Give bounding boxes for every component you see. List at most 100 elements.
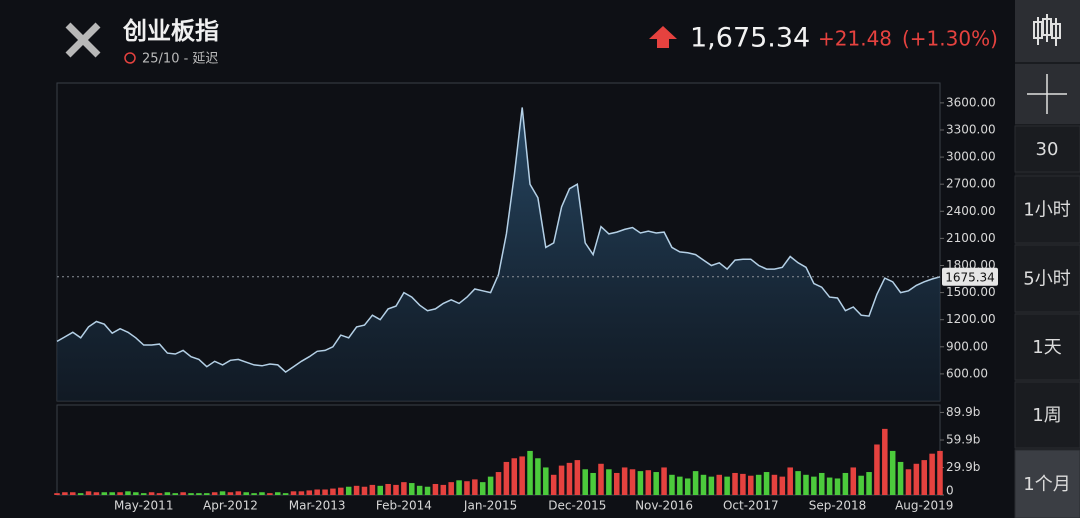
x-tick-label: Aug-2019 <box>895 499 953 513</box>
volume-bar <box>921 460 927 495</box>
volume-bar <box>787 467 793 495</box>
volume-bar <box>606 469 612 495</box>
volume-bar <box>282 493 289 495</box>
volume-bar <box>543 467 549 495</box>
title: 创业板指 <box>122 17 219 45</box>
last-price-label: 1675.34 <box>945 270 995 284</box>
volume-bar <box>582 469 588 495</box>
volume-bar <box>629 469 636 495</box>
volume-bar <box>598 463 604 495</box>
volume-bar <box>779 476 786 495</box>
volume-bar <box>755 474 762 495</box>
volume-bar <box>243 492 249 495</box>
candle-icon <box>1033 14 1061 46</box>
volume-bar <box>424 486 431 495</box>
volume-bar <box>219 491 226 495</box>
volume-bar <box>274 492 281 495</box>
volume-bar <box>385 483 391 495</box>
close-icon <box>65 22 101 58</box>
volume-bar <box>937 450 943 495</box>
volume-bar <box>842 472 849 495</box>
interval-button[interactable] <box>1014 244 1080 313</box>
volume-bar <box>290 491 297 495</box>
price-area <box>57 107 940 402</box>
interval-button[interactable] <box>1014 313 1080 381</box>
volume-bar <box>361 486 368 495</box>
last-price-tag <box>942 267 998 286</box>
volume-bar <box>692 471 699 495</box>
volume-bar <box>645 470 652 495</box>
volume-bar <box>393 484 399 495</box>
volume-bar <box>401 482 407 495</box>
volume-bar <box>677 476 683 495</box>
y2-tick-label: 29.9b <box>946 460 980 474</box>
y-tick-label: 1200.00 <box>946 312 996 326</box>
interval-label: 1周 <box>1032 405 1061 426</box>
y-tick-label: 3600.00 <box>946 95 996 109</box>
volume-bar <box>669 474 675 495</box>
volume-bar <box>172 493 179 495</box>
close-button[interactable] <box>65 22 101 58</box>
volume-bar <box>267 493 273 495</box>
up-arrow <box>649 26 677 48</box>
volume-bar <box>70 492 76 495</box>
volume-bar <box>637 471 644 495</box>
volume-bar <box>724 476 730 495</box>
interval-button[interactable] <box>1014 381 1080 449</box>
volume-bar <box>235 491 242 495</box>
y-tick-label: 900.00 <box>946 339 988 353</box>
price-line <box>56 107 941 374</box>
interval-button[interactable] <box>1014 449 1080 518</box>
volume-bar <box>156 493 163 495</box>
volume-bar <box>85 491 92 495</box>
volume-bar <box>684 478 691 495</box>
volume-bar <box>62 492 68 495</box>
y-tick-label: 3000.00 <box>946 150 996 164</box>
volume-bar <box>834 478 841 495</box>
volume-bar <box>440 484 447 495</box>
volume-bar <box>558 465 565 495</box>
x-tick-label: Jan-2015 <box>463 499 517 513</box>
volume-bar <box>858 475 864 495</box>
volume-bar <box>590 472 596 495</box>
volume-bar <box>535 458 541 495</box>
volume-bar <box>748 475 754 495</box>
x-tick-label: May-2011 <box>114 499 173 513</box>
y-tick-label: 2400.00 <box>946 204 996 218</box>
volume-bar <box>826 477 833 495</box>
crosshair-icon <box>1027 74 1067 114</box>
volume-bar <box>613 472 620 495</box>
volume-bar <box>708 476 715 495</box>
volume-bar <box>566 462 573 495</box>
y-tick-label: 2100.00 <box>946 231 996 245</box>
change-pct: (+1.30%) <box>902 27 998 51</box>
x-tick-label: Oct-2017 <box>723 499 779 513</box>
volume-bar <box>653 472 659 495</box>
volume-bar <box>472 479 478 495</box>
volume-bar <box>140 493 147 495</box>
price: 1,675.34 <box>690 23 810 54</box>
volume-bar <box>803 474 809 495</box>
volume-bar <box>811 476 817 495</box>
volume-bar <box>196 493 202 495</box>
interval-button[interactable] <box>1014 175 1080 244</box>
volume-bar <box>479 482 486 495</box>
volume-bar <box>874 444 880 495</box>
volume-bar <box>377 485 384 495</box>
subtitle: 25/10 - 延迟 <box>142 52 218 67</box>
change: +21.48 <box>818 27 892 51</box>
volume-bar <box>448 482 454 495</box>
volume-bar <box>495 472 502 495</box>
y2-tick-label: 59.9b <box>946 432 980 446</box>
volume-bar <box>227 492 234 495</box>
x-tick-label: Dec-2015 <box>548 499 606 513</box>
volume-bar <box>164 492 171 495</box>
x-tick-label: Mar-2013 <box>289 499 346 513</box>
volume-bar <box>251 493 257 495</box>
y-tick-label: 3300.00 <box>946 122 996 136</box>
interval-button[interactable] <box>1014 125 1080 173</box>
volume-bar <box>345 486 352 495</box>
volume-bar <box>550 474 557 495</box>
volume-bar <box>503 461 510 495</box>
